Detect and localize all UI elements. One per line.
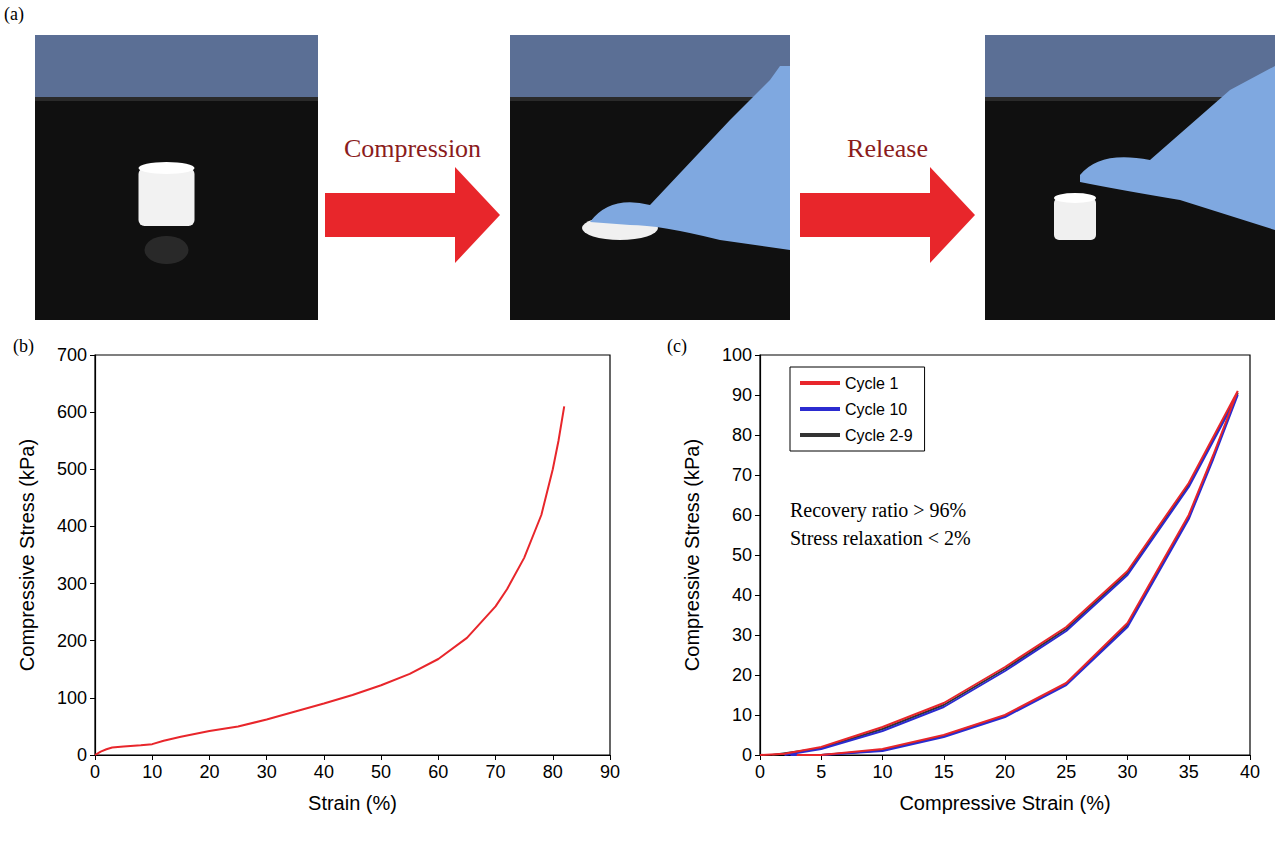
svg-text:Strain (%): Strain (%) <box>308 792 397 814</box>
svg-text:Cycle 2-9: Cycle 2-9 <box>845 427 913 444</box>
svg-text:Cycle 1: Cycle 1 <box>845 375 898 392</box>
svg-text:Compressive Stress (kPa): Compressive Stress (kPa) <box>16 439 38 671</box>
svg-text:20: 20 <box>995 762 1015 782</box>
svg-text:(a): (a) <box>4 4 24 25</box>
svg-text:10: 10 <box>872 762 892 782</box>
svg-text:40: 40 <box>314 762 334 782</box>
svg-text:40: 40 <box>1240 762 1260 782</box>
svg-text:(b): (b) <box>13 336 34 357</box>
svg-text:25: 25 <box>1056 762 1076 782</box>
svg-text:200: 200 <box>57 631 87 651</box>
svg-text:300: 300 <box>57 574 87 594</box>
svg-text:50: 50 <box>371 762 391 782</box>
svg-text:Cycle 10: Cycle 10 <box>845 401 907 418</box>
svg-text:Recovery ratio > 96%: Recovery ratio > 96% <box>790 499 966 522</box>
svg-text:10: 10 <box>142 762 162 782</box>
svg-text:80: 80 <box>543 762 563 782</box>
svg-text:0: 0 <box>90 762 100 782</box>
svg-text:15: 15 <box>934 762 954 782</box>
svg-text:70: 70 <box>486 762 506 782</box>
svg-text:20: 20 <box>199 762 219 782</box>
svg-text:35: 35 <box>1179 762 1199 782</box>
svg-text:Compressive Stress (kPa): Compressive Stress (kPa) <box>681 439 703 671</box>
svg-text:100: 100 <box>57 688 87 708</box>
svg-text:10: 10 <box>732 705 752 725</box>
svg-text:70: 70 <box>732 465 752 485</box>
svg-text:90: 90 <box>600 762 620 782</box>
svg-text:600: 600 <box>57 402 87 422</box>
svg-text:60: 60 <box>428 762 448 782</box>
svg-text:400: 400 <box>57 516 87 536</box>
svg-text:Compression: Compression <box>344 134 481 163</box>
svg-text:40: 40 <box>732 585 752 605</box>
svg-text:30: 30 <box>257 762 277 782</box>
svg-text:Stress relaxation < 2%: Stress relaxation < 2% <box>790 527 971 549</box>
svg-text:(c): (c) <box>667 336 687 357</box>
svg-text:5: 5 <box>816 762 826 782</box>
svg-text:Compressive Strain (%): Compressive Strain (%) <box>899 792 1110 814</box>
svg-text:700: 700 <box>57 345 87 365</box>
svg-text:100: 100 <box>722 345 752 365</box>
svg-text:80: 80 <box>732 425 752 445</box>
svg-text:30: 30 <box>1117 762 1137 782</box>
svg-text:Release: Release <box>847 134 928 163</box>
svg-text:20: 20 <box>732 665 752 685</box>
svg-text:0: 0 <box>742 745 752 765</box>
svg-text:30: 30 <box>732 625 752 645</box>
svg-text:60: 60 <box>732 505 752 525</box>
svg-text:50: 50 <box>732 545 752 565</box>
svg-text:90: 90 <box>732 385 752 405</box>
svg-text:0: 0 <box>77 745 87 765</box>
svg-text:500: 500 <box>57 459 87 479</box>
svg-text:0: 0 <box>755 762 765 782</box>
